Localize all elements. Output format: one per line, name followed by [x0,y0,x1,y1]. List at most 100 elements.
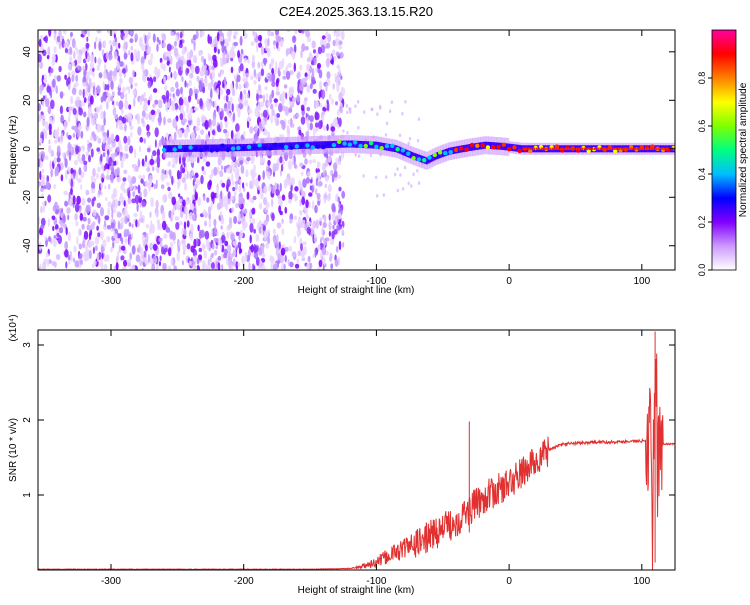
noise-speckle [88,77,92,87]
noise-speckle [135,165,139,172]
noise-speckle [107,201,112,208]
ridge-core [451,147,454,155]
noise-speckle [63,120,69,129]
noise-speckle [178,105,182,111]
noise-speckle [53,157,57,165]
noise-speckle [183,250,186,255]
noise-speckle [205,239,209,247]
noise-speckle [70,31,73,37]
ridge-core [516,144,519,152]
noise-speckle [262,94,266,103]
noise-speckle [94,236,100,245]
noise-speckle [105,174,111,181]
ridge-core [468,144,471,151]
ridge-core [478,142,481,150]
noise-speckle [158,223,162,231]
noise-speckle [174,216,178,221]
noise-speckle [134,33,138,42]
noise-speckle [90,188,96,194]
noise-speckle [237,50,241,59]
noise-speckle [168,210,172,219]
noise-speckle [301,196,306,206]
noise-speckle [41,114,46,120]
noise-speckle [278,60,284,70]
ridge-peak [591,147,594,150]
noise-speckle [283,84,288,89]
noise-speckle [73,245,77,253]
noise-speckle [223,165,227,173]
noise-speckle [338,92,343,102]
noise-speckle [184,182,188,191]
noise-speckle [80,101,85,107]
noise-speckle [263,197,267,206]
colorbar-label: Normalized spectral amplitude [738,82,749,217]
noise-speckle [193,42,196,51]
noise-speckle [338,45,343,50]
ridge-core [621,145,624,153]
noise-speckle [114,50,118,60]
ridge-core [210,144,213,152]
noise-speckle [142,258,148,263]
noise-speckle [89,54,95,63]
noise-speckle [270,114,273,124]
noise-speckle [78,167,82,176]
noise-speckle [87,30,91,38]
noise-speckle [175,221,180,230]
noise-speckle [102,163,105,174]
ridge-core [362,141,365,148]
noise-speckle [299,82,304,92]
noise-speckle [93,260,97,266]
noise-speckle [123,259,128,267]
noise-speckle [260,61,264,68]
ridge-peak [644,147,647,150]
noise-speckle [337,196,341,203]
spectrogram-y-tick-label: -20 [22,190,33,205]
noise-speckle [45,252,49,258]
noise-speckle [255,256,260,266]
ridge-core [312,141,315,149]
noise-speckle [118,245,121,254]
noise-speckle [149,158,155,166]
ridge-core [441,150,444,158]
noise-speckle [136,202,139,212]
noise-speckle [62,152,65,157]
noise-speckle [217,256,222,261]
ridge-blob [464,147,469,152]
noise-speckle [41,263,47,270]
noise-speckle [217,166,220,175]
noise-speckle [160,184,165,190]
ridge-blob [310,145,315,150]
noise-speckle [207,82,212,91]
noise-speckle [43,258,48,264]
noise-speckle [312,128,316,138]
noise-speckle [216,192,219,200]
noise-speckle [49,116,53,125]
noise-speckle [69,96,74,105]
noise-speckle [171,103,176,112]
noise-speckle [229,49,234,59]
ridge-core [282,142,285,150]
noise-speckle [92,167,96,178]
noise-speckle [242,221,246,231]
noise-speckle [156,43,159,52]
ridge-blob [278,143,284,148]
ridge-blob [390,143,395,149]
noise-speckle [186,106,189,114]
noise-speckle [181,206,184,212]
ridge-core [171,145,174,153]
snr-x-tick-label: -300 [101,576,121,587]
noise-speckle [401,187,405,191]
noise-speckle [288,190,293,201]
noise-speckle [119,154,123,161]
ridge-core [500,142,503,150]
noise-speckle [317,266,320,270]
ridge-blob [315,144,321,149]
noise-speckle [104,40,107,48]
noise-speckle [131,198,136,204]
noise-speckle [169,92,172,98]
noise-speckle [232,186,236,192]
noise-speckle [76,195,81,205]
noise-speckle [65,40,69,49]
ridge-core [209,144,212,152]
